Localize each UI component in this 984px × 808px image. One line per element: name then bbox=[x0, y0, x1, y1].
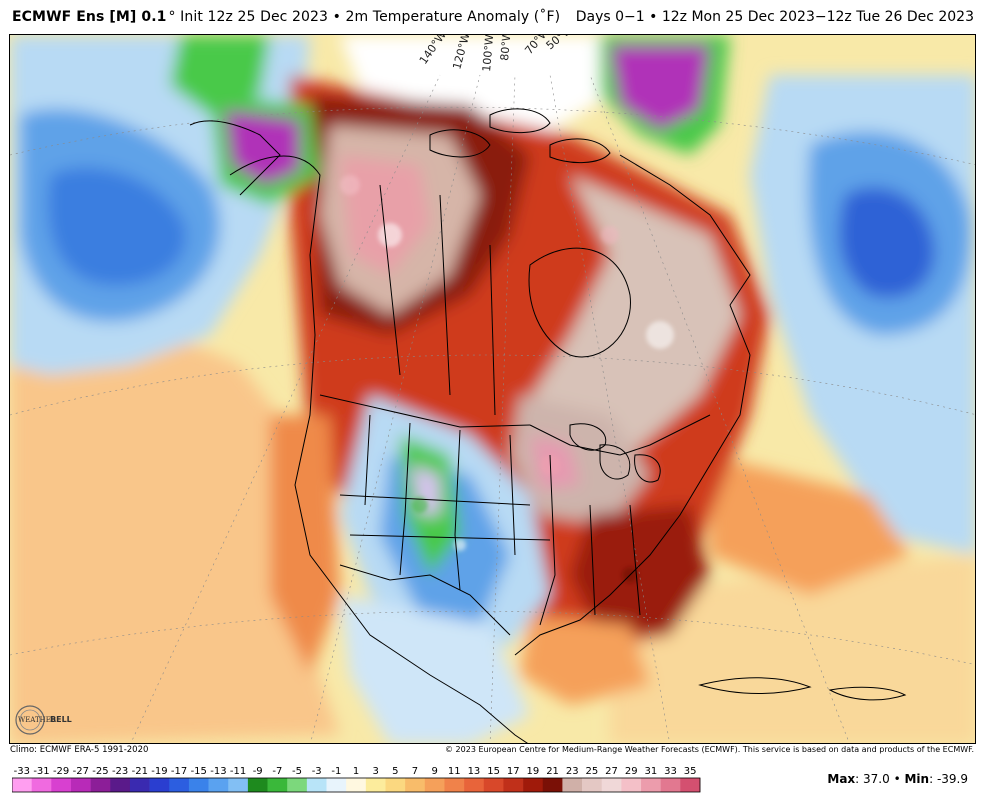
colorbar-label: -29 bbox=[53, 766, 69, 777]
colorbar-label: 23 bbox=[566, 766, 579, 777]
header-bar: ECMWF Ens [M] 0.1 ° Init 12z 25 Dec 2023 … bbox=[0, 0, 984, 34]
colorbar-swatch bbox=[562, 778, 583, 792]
colorbar-label: 9 bbox=[431, 766, 437, 777]
colorbar-swatch bbox=[90, 778, 111, 792]
colorbar-label: -1 bbox=[331, 766, 341, 777]
copyright-note: © 2023 European Centre for Medium-Range … bbox=[445, 745, 974, 754]
colorbar-swatch bbox=[680, 778, 701, 792]
colorbar-label: 17 bbox=[507, 766, 520, 777]
colorbar-swatch bbox=[267, 778, 288, 792]
valid-period: Days 0−1 • 12z Mon 25 Dec 2023−12z Tue 2… bbox=[575, 9, 974, 25]
colorbar-label: -11 bbox=[230, 766, 246, 777]
min-value: -39.9 bbox=[936, 772, 968, 786]
colorbar-swatch bbox=[464, 778, 485, 792]
colorbar-swatch bbox=[228, 778, 249, 792]
colorbar-swatch bbox=[483, 778, 504, 792]
colorbar-label: -33 bbox=[14, 766, 30, 777]
colorbar-swatch bbox=[188, 778, 209, 792]
colorbar-label: 7 bbox=[412, 766, 418, 777]
svg-text:BELL: BELL bbox=[50, 715, 72, 724]
colorbar-label: -21 bbox=[132, 766, 148, 777]
colorbar-swatch bbox=[444, 778, 465, 792]
colorbar-label: -31 bbox=[33, 766, 49, 777]
colorbar-swatch bbox=[523, 778, 544, 792]
colorbar-label: 1 bbox=[353, 766, 359, 777]
colorbar-swatch bbox=[424, 778, 445, 792]
colorbar-label: 29 bbox=[625, 766, 638, 777]
colorbar-label: 25 bbox=[586, 766, 599, 777]
model-name: ECMWF Ens [M] 0.1 bbox=[12, 9, 167, 25]
colorbar-swatch bbox=[51, 778, 72, 792]
colorbar-swatch bbox=[582, 778, 603, 792]
colorbar-label: -19 bbox=[151, 766, 167, 777]
colorbar-label: 21 bbox=[546, 766, 559, 777]
colorbar-swatch bbox=[247, 778, 268, 792]
colorbar-label: 35 bbox=[684, 766, 697, 777]
colorbar-label: 3 bbox=[372, 766, 378, 777]
colorbar-swatch bbox=[12, 778, 32, 792]
max-label: Max bbox=[827, 772, 856, 786]
header-title: ECMWF Ens [M] 0.1 ° Init 12z 25 Dec 2023 … bbox=[12, 9, 560, 25]
colorbar-swatch bbox=[405, 778, 426, 792]
colorbar-label: -13 bbox=[210, 766, 226, 777]
colorbar-swatch bbox=[641, 778, 661, 792]
colorbar-label: -17 bbox=[171, 766, 187, 777]
colorbar-swatch bbox=[385, 778, 406, 792]
colorbar-swatch bbox=[601, 778, 622, 792]
colorbar-label: 11 bbox=[448, 766, 461, 777]
colorbar-swatch bbox=[31, 778, 52, 792]
colorbar-swatch bbox=[287, 778, 308, 792]
colorbar-swatch bbox=[542, 778, 563, 792]
colorbar-swatch bbox=[326, 778, 347, 792]
colorbar-label: 15 bbox=[487, 766, 500, 777]
colorbar-swatches bbox=[12, 777, 701, 793]
svg-text:WEATHER: WEATHER bbox=[18, 716, 57, 724]
climo-note: Climo: ECMWF ERA-5 1991-2020 bbox=[10, 745, 149, 755]
colorbar-swatch bbox=[621, 778, 642, 792]
colorbar-label: 13 bbox=[468, 766, 481, 777]
colorbar-swatch bbox=[660, 778, 681, 792]
colorbar-label: -7 bbox=[272, 766, 282, 777]
max-value: 37.0 bbox=[863, 772, 890, 786]
colorbar-swatch bbox=[129, 778, 150, 792]
colorbar-swatch bbox=[110, 778, 131, 792]
colorbar-swatch bbox=[365, 778, 386, 792]
graticule-lines bbox=[10, 74, 975, 743]
weatherbell-logo: WEATHER BELL bbox=[15, 705, 72, 735]
anomaly-map: 140°W 120°W 100°W 80°W 70°W 50°W bbox=[9, 34, 976, 744]
colorbar-legend: -33 -31 -29 -27 -25 -23 -21 -19 -17 -15 -13 -11 -9 -7… bbox=[12, 766, 701, 793]
anomaly-field bbox=[10, 35, 975, 743]
init-text: Init 12z 25 Dec 2023 • 2m Temperature An… bbox=[180, 9, 561, 25]
boundaries bbox=[189, 108, 907, 743]
lon-label-100w: 100°W bbox=[480, 35, 496, 72]
colorbar-frame bbox=[12, 777, 701, 793]
colorbar-label: -25 bbox=[92, 766, 108, 777]
colorbar-label: -27 bbox=[73, 766, 89, 777]
degree-symbol: ° bbox=[168, 9, 176, 25]
colorbar-label: -9 bbox=[253, 766, 263, 777]
colorbar-label: -3 bbox=[312, 766, 322, 777]
colorbar-label: 31 bbox=[644, 766, 657, 777]
colorbar-swatch bbox=[346, 778, 367, 792]
colorbar-label: 27 bbox=[605, 766, 618, 777]
colorbar-swatch bbox=[208, 778, 229, 792]
colorbar-label: -23 bbox=[112, 766, 128, 777]
lon-label-80w: 80°W bbox=[498, 35, 514, 61]
max-min-stats: Max: 37.0 • Min: -39.9 bbox=[827, 772, 968, 786]
colorbar-label: -15 bbox=[191, 766, 207, 777]
colorbar-label: 33 bbox=[664, 766, 677, 777]
colorbar-swatch bbox=[149, 778, 170, 792]
map-svg: 140°W 120°W 100°W 80°W 70°W 50°W bbox=[10, 35, 975, 743]
colorbar-swatch bbox=[503, 778, 524, 792]
colorbar-swatch bbox=[169, 778, 190, 792]
min-label: Min bbox=[904, 772, 930, 786]
colorbar-swatch bbox=[70, 778, 91, 792]
colorbar-label: 5 bbox=[392, 766, 398, 777]
stats-separator: • bbox=[893, 772, 901, 786]
colorbar-labels: -33 -31 -29 -27 -25 -23 -21 -19 -17 -15 -13 -11 -9 -7… bbox=[14, 766, 697, 777]
colorbar-label: -5 bbox=[292, 766, 302, 777]
colorbar-swatch bbox=[306, 778, 327, 792]
colorbar-label: 19 bbox=[527, 766, 540, 777]
